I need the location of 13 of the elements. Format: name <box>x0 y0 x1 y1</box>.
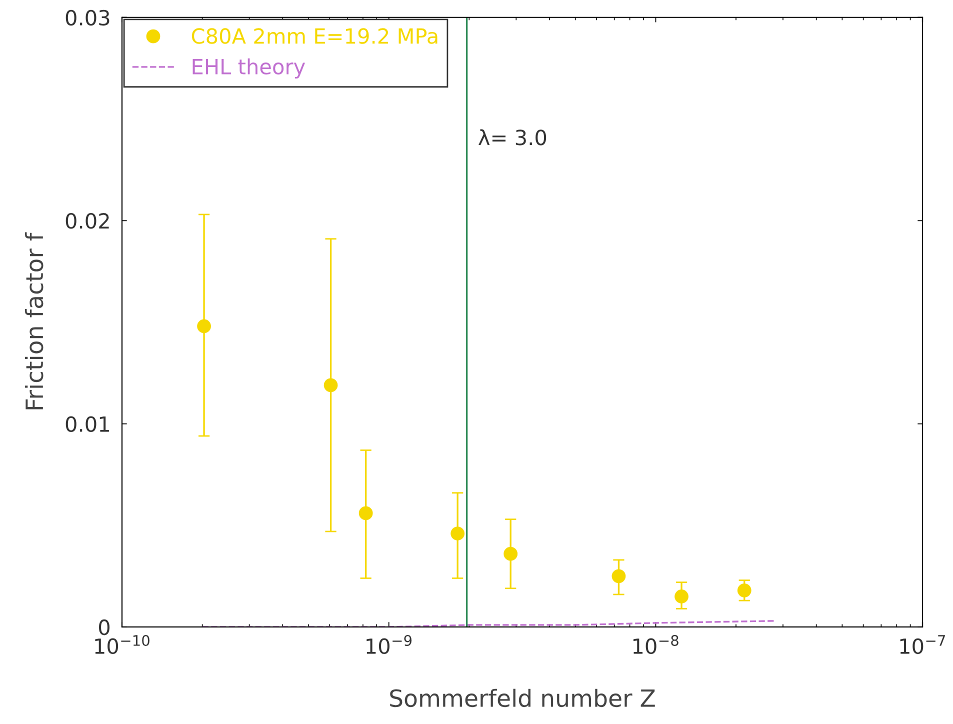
annotation: λ= 3.0 <box>478 129 546 146</box>
y-tick-label: 0.03 <box>66 10 110 26</box>
y-tick-label: 0 <box>98 619 110 636</box>
x-tick-label: 10$^{−10}$ <box>95 634 150 654</box>
y-tick-label: 0.02 <box>66 213 109 229</box>
x-tick-label: 10$^{−7}$ <box>900 635 945 654</box>
x-axis-title: Sommerfeld number Z <box>390 688 655 708</box>
legend-label: EHL theory <box>192 58 305 79</box>
y-tick-label: 0.01 <box>66 416 109 432</box>
legend-label: C80A 2mm E=19.2 MPa <box>192 28 438 44</box>
x-tick-label: 10$^{−9}$ <box>366 634 412 654</box>
x-tick-label: 10$^{−8}$ <box>633 634 678 654</box>
y-axis-title: Friction factor f <box>24 232 44 410</box>
